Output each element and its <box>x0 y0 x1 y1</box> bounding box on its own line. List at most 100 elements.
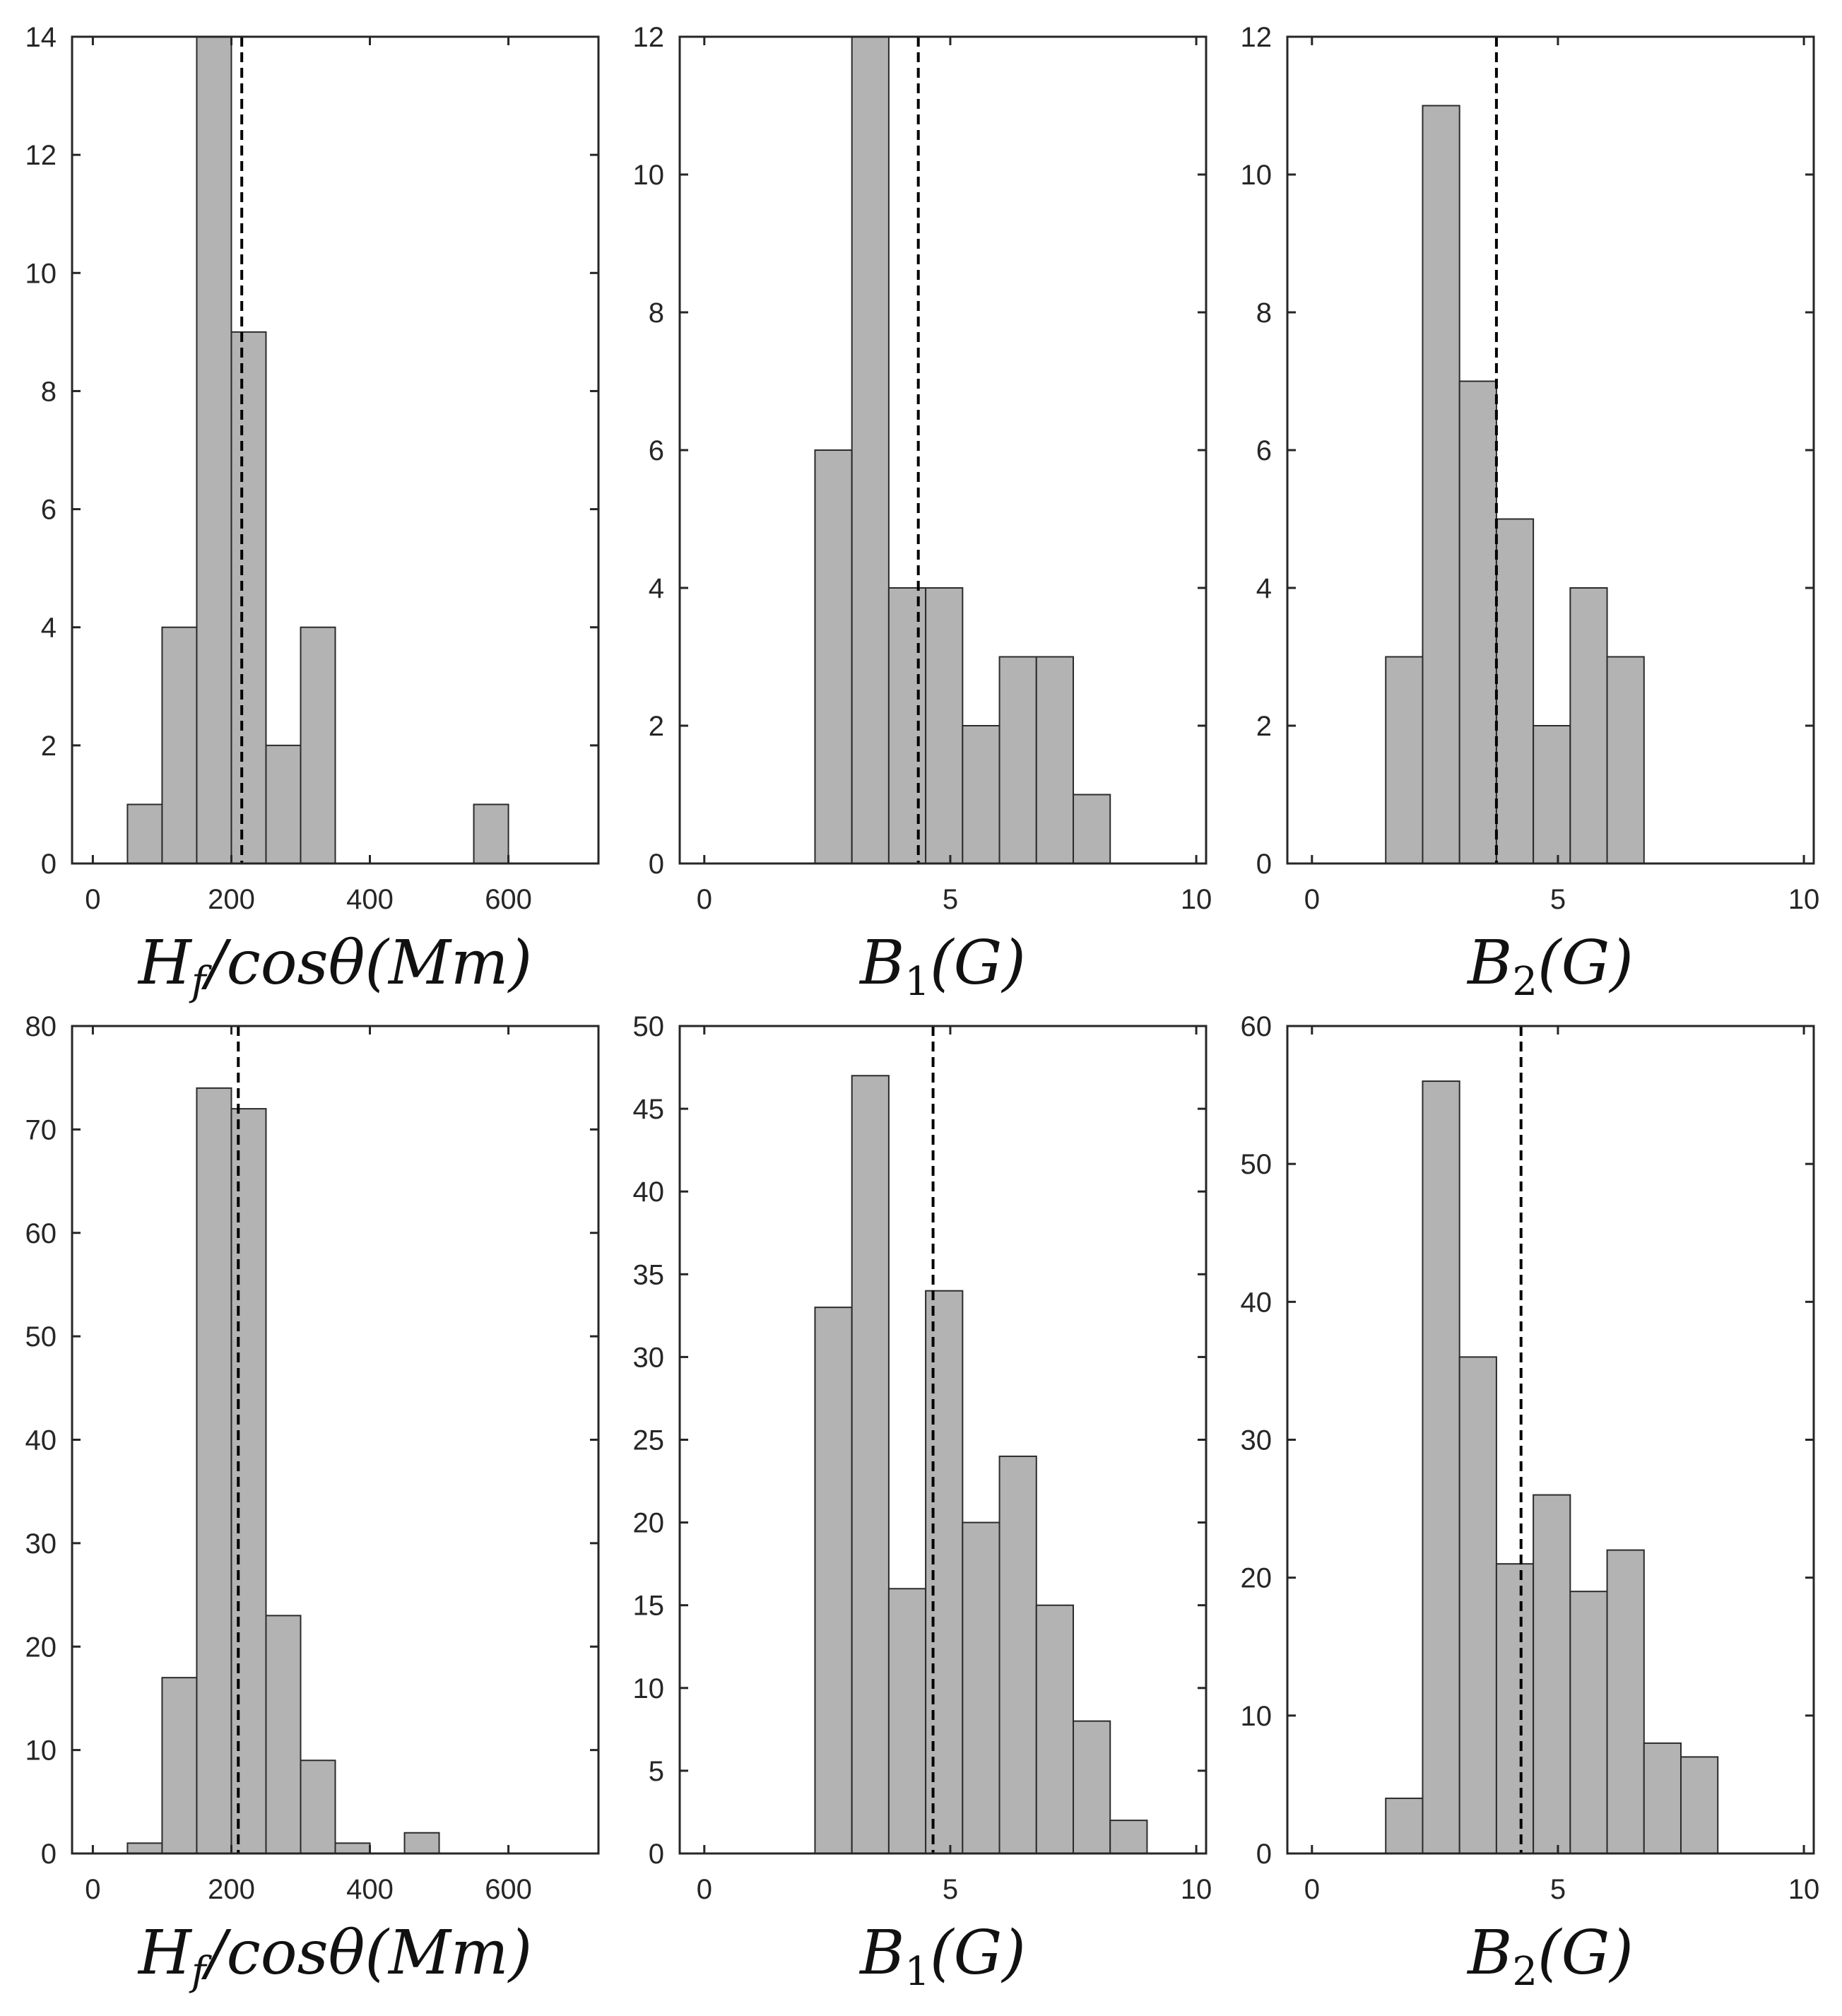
histogram-bar <box>1606 656 1645 864</box>
histogram-bar <box>1073 1720 1111 1854</box>
histogram-bar <box>814 449 853 864</box>
y-tick-label: 2 <box>1256 711 1272 742</box>
y-tick-label: 60 <box>1241 1011 1273 1042</box>
x-axis-title: B1(G) <box>858 928 1026 1005</box>
x-tick-label: 0 <box>697 1874 712 1905</box>
x-tick-label: 0 <box>85 1874 100 1905</box>
x-tick-label: 400 <box>346 884 394 915</box>
x-tick-label: 400 <box>346 1874 394 1905</box>
y-tick-label: 12 <box>1241 22 1273 53</box>
histogram-bar <box>403 1832 440 1855</box>
y-tick-label: 10 <box>25 1735 57 1767</box>
histogram-bar <box>925 1290 964 1854</box>
histogram-bar <box>962 725 1000 864</box>
x-tick-label: 0 <box>85 884 100 915</box>
x-tick-label: 600 <box>485 1874 532 1905</box>
y-tick-label: 12 <box>633 22 665 53</box>
histogram-bar <box>126 1842 163 1855</box>
y-tick-label: 10 <box>633 160 665 191</box>
axes-frame <box>71 35 600 865</box>
histogram-bar <box>196 36 232 864</box>
histogram-bar <box>1643 1742 1682 1855</box>
histogram-bar <box>1569 1591 1608 1855</box>
histogram-bar <box>1458 380 1497 864</box>
x-tick-label: 5 <box>943 884 958 915</box>
x-tick-label: 10 <box>1788 884 1820 915</box>
histogram-bar <box>1533 725 1571 864</box>
x-tick-label: 5 <box>1550 884 1566 915</box>
y-tick-label: 2 <box>649 711 664 742</box>
x-axis-title: B2(G) <box>1466 1918 1634 1995</box>
y-tick-label: 20 <box>1241 1563 1273 1594</box>
y-tick-label: 6 <box>1256 435 1272 466</box>
y-tick-label: 14 <box>25 22 57 53</box>
histogram-bar <box>1606 1549 1645 1854</box>
histogram-bar <box>1569 587 1608 864</box>
axes-frame <box>71 1025 600 1855</box>
y-tick-label: 70 <box>25 1114 57 1145</box>
histogram-panel-top-middle: 0 2 4 6 8 10 12 0 5 10 B1(G) <box>633 22 1212 1005</box>
histogram-bar <box>161 626 198 864</box>
histogram-bar <box>1035 1604 1075 1854</box>
y-tick-label: 40 <box>25 1425 57 1456</box>
histogram-bar <box>851 1075 890 1854</box>
y-tick-label: 8 <box>649 297 664 329</box>
y-tick-label: 2 <box>41 731 57 762</box>
histogram-bar <box>265 744 302 865</box>
histogram-bar <box>230 1108 267 1854</box>
y-tick-label: 30 <box>25 1528 57 1560</box>
histogram-bar <box>1495 1563 1535 1854</box>
y-tick-label: 6 <box>41 495 57 526</box>
y-tick-label: 20 <box>633 1508 665 1539</box>
y-tick-label: 45 <box>633 1094 665 1125</box>
x-tick-label: 10 <box>1788 1874 1820 1905</box>
y-tick-label: 15 <box>633 1591 665 1622</box>
histogram-bar <box>1385 1797 1424 1855</box>
y-tick-label: 60 <box>25 1218 57 1249</box>
x-tick-label: 0 <box>1304 884 1320 915</box>
histogram-bar <box>925 587 964 864</box>
y-tick-label: 50 <box>1241 1149 1273 1180</box>
histogram-bar <box>334 1842 371 1855</box>
y-tick-label: 12 <box>25 140 57 171</box>
histogram-bar <box>473 803 509 865</box>
y-tick-label: 20 <box>25 1632 57 1663</box>
histogram-bar <box>962 1521 1000 1855</box>
x-tick-label: 600 <box>485 884 532 915</box>
histogram-bar <box>265 1615 302 1854</box>
y-tick-label: 8 <box>41 376 57 407</box>
x-axis-title: B1(G) <box>858 1918 1026 1995</box>
x-tick-label: 200 <box>208 1874 255 1905</box>
y-tick-label: 50 <box>25 1321 57 1352</box>
histogram-bar <box>1458 1356 1497 1854</box>
y-tick-label: 80 <box>25 1011 57 1042</box>
histogram-bar <box>814 1307 853 1854</box>
histogram-bar <box>1073 794 1111 864</box>
histogram-bar <box>887 1588 927 1855</box>
histogram-bar <box>1422 1080 1460 1854</box>
x-tick-label: 10 <box>1181 884 1212 915</box>
x-axis-title: Hf/cosθ(Mm) <box>137 1918 532 1995</box>
y-tick-label: 10 <box>633 1673 665 1704</box>
y-tick-label: 10 <box>1241 160 1273 191</box>
y-tick-label: 4 <box>649 573 664 604</box>
histogram-bar <box>230 331 267 865</box>
histogram-panel-bottom-left: 0 10 20 30 40 50 60 70 80 0 200 400 600 Hf/cosθ(Mm) <box>25 1011 600 1995</box>
y-tick-label: 30 <box>633 1342 665 1373</box>
histogram-bar <box>1385 656 1424 864</box>
y-tick-label: 25 <box>633 1425 665 1456</box>
histogram-bar <box>1533 1494 1571 1854</box>
histogram-panel-bottom-middle: 0 5 10 15 20 25 30 35 40 45 50 0 5 10 B1(G) <box>633 1011 1212 1995</box>
y-tick-label: 40 <box>633 1177 665 1208</box>
x-tick-label: 200 <box>208 884 255 915</box>
y-tick-label: 0 <box>1256 1839 1272 1870</box>
histogram-bar <box>300 1759 336 1854</box>
x-axis-title: B2(G) <box>1466 928 1634 1005</box>
histogram-bar <box>887 587 927 864</box>
histogram-panel-top-right: 0 2 4 6 8 10 12 0 5 10 B2(G) <box>1241 22 1820 1005</box>
x-tick-label: 5 <box>943 1874 958 1905</box>
y-tick-label: 4 <box>41 613 57 644</box>
histogram-panel-bottom-right: 0 10 20 30 40 50 60 0 5 10 B2(G) <box>1241 1011 1820 1995</box>
histogram-bar <box>161 1677 198 1855</box>
